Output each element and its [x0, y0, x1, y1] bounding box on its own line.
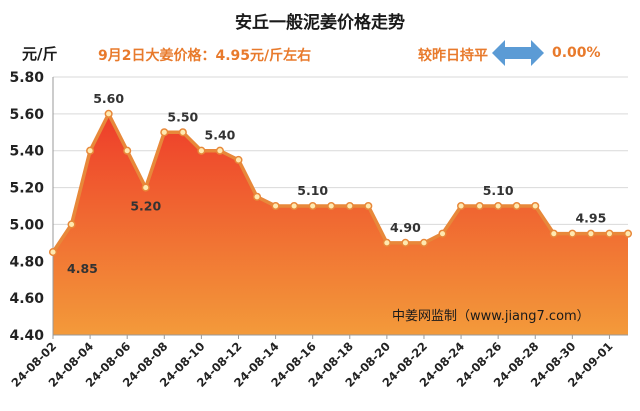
data-point	[438, 229, 447, 238]
compare-percent: 0.00%	[552, 45, 601, 61]
data-point	[568, 229, 577, 238]
data-labels: 4.85 5.60 5.20 5.50 5.40 5.10 4.90 5.10 4.95	[67, 91, 606, 276]
data-point	[141, 183, 150, 192]
y-tick-labels: 4.40 4.60 4.80 5.00 5.20 5.40 5.60 5.80	[9, 70, 44, 344]
double-arrow-icon	[492, 39, 544, 71]
data-point	[345, 201, 354, 211]
data-point	[327, 201, 336, 211]
data-point	[86, 146, 95, 155]
data-point	[605, 229, 614, 238]
y-tick-label: 5.00	[9, 217, 44, 233]
data-point	[586, 229, 595, 238]
data-label: 5.50	[167, 109, 198, 124]
area-polygon	[53, 113, 628, 336]
y-tick-label: 5.40	[9, 144, 44, 160]
data-point	[178, 128, 187, 137]
data-point	[382, 238, 391, 247]
data-label: 5.10	[483, 183, 514, 198]
data-label: 5.40	[205, 128, 236, 143]
y-tick-label: 4.80	[9, 254, 44, 270]
data-label: 5.60	[93, 91, 124, 106]
y-tick-label: 5.20	[9, 181, 44, 197]
axes	[52, 77, 628, 336]
y-tick-label: 4.60	[9, 291, 44, 307]
data-label: 5.20	[130, 199, 161, 214]
y-tick-label: 5.80	[9, 70, 44, 86]
data-point	[457, 201, 466, 211]
data-point	[308, 201, 317, 211]
data-point	[623, 229, 633, 238]
price-info-text: 9月2日大姜价格：4.95元/斤左右	[98, 48, 312, 64]
source-watermark: 中姜网监制（www.jiang7.com）	[392, 309, 590, 324]
data-point	[290, 201, 299, 211]
chart-title: 安丘一般泥姜价格走势	[235, 13, 405, 33]
data-point	[197, 146, 206, 155]
data-point	[494, 201, 503, 211]
data-point	[252, 192, 262, 201]
data-point	[48, 248, 58, 257]
data-point	[123, 146, 132, 155]
compare-label: 较昨日持平	[418, 48, 488, 64]
data-point	[160, 128, 169, 137]
data-point	[549, 229, 558, 238]
data-point	[215, 146, 224, 155]
series-markers	[48, 109, 633, 257]
data-point	[104, 109, 113, 118]
data-point	[364, 201, 373, 211]
data-point	[475, 201, 484, 211]
data-point	[271, 201, 280, 211]
data-point	[401, 238, 410, 247]
y-tick-label: 4.40	[9, 328, 44, 344]
data-point	[419, 238, 429, 247]
data-label: 4.85	[67, 261, 98, 276]
area-fill	[53, 113, 628, 336]
data-point	[512, 201, 521, 211]
y-axis-unit: 元/斤	[22, 45, 58, 63]
data-label: 4.90	[390, 220, 421, 235]
y-tick-label: 5.60	[9, 107, 44, 123]
data-point	[234, 155, 243, 164]
x-tick-labels: 24-08-0224-08-0424-08-0624-08-0824-08-10…	[9, 335, 616, 390]
data-point	[67, 220, 76, 229]
data-label: 4.95	[575, 211, 606, 226]
data-point	[531, 201, 540, 211]
data-label: 5.10	[297, 183, 328, 198]
